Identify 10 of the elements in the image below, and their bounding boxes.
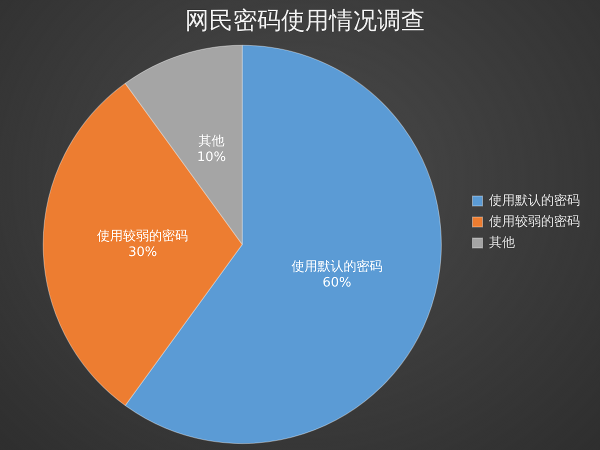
legend-label: 使用较弱的密码 — [489, 214, 580, 230]
data-label: 60% — [322, 276, 352, 291]
data-label: 10% — [197, 150, 226, 166]
legend-label: 其他 — [489, 235, 515, 250]
legend-label: 使用默认的密码 — [489, 193, 580, 208]
data-label: 30% — [128, 244, 158, 260]
slice-label: 使用较弱的密码 — [97, 228, 188, 244]
chart-title: 网民密码使用情况调查 — [185, 6, 425, 35]
slice-label: 其他 — [198, 134, 224, 150]
slice-label: 使用默认的密码 — [291, 260, 382, 275]
